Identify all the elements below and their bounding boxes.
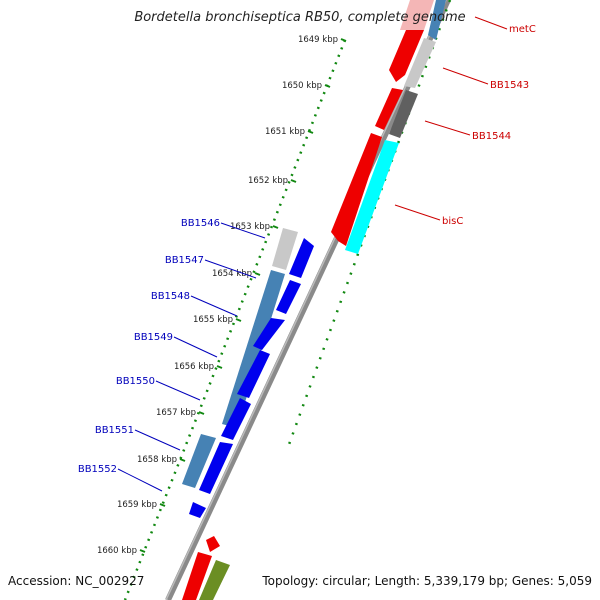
gene-forward-4[interactable] [182, 552, 212, 600]
map-title: Bordetella bronchiseptica RB50, complete… [134, 10, 466, 25]
gene-bisC[interactable] [345, 140, 399, 254]
scale-tick-mark [324, 84, 331, 88]
gene-label-leader [117, 468, 163, 492]
gene-BB1551[interactable] [199, 442, 233, 494]
gene-label-leader [173, 336, 218, 358]
gene-BB1543[interactable] [404, 38, 436, 88]
gene-labels-right: metC BB1543 BB1544 bisC [394, 16, 536, 227]
gene-steel-3[interactable] [182, 434, 216, 488]
genome-summary: Topology: circular; Length: 5,339,179 bp… [262, 574, 592, 588]
scale-tick-mark [272, 225, 279, 229]
gene-forward-2[interactable] [331, 133, 382, 246]
scale-tick-mark [254, 272, 261, 276]
gene-BB1546[interactable] [289, 238, 314, 278]
gene-BB1549[interactable] [237, 350, 270, 398]
gene-BB1550[interactable] [221, 398, 251, 440]
gene-label-BB1549[interactable]: BB1549 [134, 332, 173, 343]
scale-tick-mark [216, 365, 223, 369]
gene-forward-3[interactable] [206, 536, 220, 552]
accession-label: Accession: NC_002927 [8, 574, 145, 588]
scale-tick-mark [307, 130, 314, 134]
gene-label-leader [474, 16, 508, 30]
scale-tick-label: 1651 kbp [265, 127, 305, 137]
scale-tick-mark [290, 179, 297, 183]
scale-tick-label: 1652 kbp [248, 176, 288, 186]
gene-forward-1[interactable] [375, 88, 403, 130]
gene-label-leader [220, 222, 266, 239]
gene-label-BB1547[interactable]: BB1547 [165, 255, 204, 266]
scale-tick-label: 1660 kbp [97, 546, 137, 556]
gene-label-leader [155, 380, 201, 401]
gene-label-leader [134, 429, 181, 451]
gene-BB1547[interactable] [276, 280, 301, 314]
gene-BB1544[interactable] [389, 90, 418, 138]
gene-label-leader [442, 67, 489, 85]
gene-steel-2[interactable] [222, 270, 285, 428]
gene-label-BB1544[interactable]: BB1544 [472, 131, 511, 142]
scale-tick-label: 1650 kbp [282, 81, 322, 91]
tick-guide-left [123, 39, 347, 600]
scale-tick-label: 1653 kbp [230, 222, 270, 232]
scale-tick-mark [159, 503, 166, 507]
scale-tick-mark [139, 549, 146, 553]
genome-backbone [165, 0, 451, 600]
gene-olive[interactable] [199, 560, 230, 600]
scale-tick-label: 1657 kbp [156, 408, 196, 418]
scale-tick-label: 1655 kbp [193, 315, 233, 325]
scale-tick-label: 1658 kbp [137, 455, 177, 465]
scale-ticks: 1649 kbp 1650 kbp 1651 kbp 1652 kbp 1653 kbp… [97, 35, 347, 556]
gene-label-leader [190, 295, 238, 317]
gene-label-BB1543[interactable]: BB1543 [490, 80, 529, 91]
scale-tick-label: 1656 kbp [174, 362, 214, 372]
gene-label-BB1551[interactable]: BB1551 [95, 425, 134, 436]
gene-label-leader [394, 204, 441, 221]
genome-backbone-highlight [165, 0, 447, 600]
gene-BB1552[interactable] [189, 502, 206, 518]
gene-label-metC[interactable]: metC [509, 24, 536, 35]
scale-tick-label: 1659 kbp [117, 500, 157, 510]
gene-metC[interactable] [389, 30, 424, 82]
gene-label-BB1548[interactable]: BB1548 [151, 291, 190, 302]
scale-tick-label: 1654 kbp [212, 269, 252, 279]
scale-tick-label: 1649 kbp [298, 35, 338, 45]
scale-tick-mark [340, 38, 347, 42]
scale-tick-mark [235, 318, 242, 322]
gene-label-BB1552[interactable]: BB1552 [78, 464, 117, 475]
gene-label-BB1546[interactable]: BB1546 [181, 218, 220, 229]
scale-tick-mark [179, 458, 186, 462]
gene-label-bisC[interactable]: bisC [442, 216, 463, 227]
gene-label-leader [424, 120, 471, 136]
gene-metC-blue-edge[interactable] [428, 0, 446, 40]
gene-BB1548[interactable] [253, 318, 285, 350]
scale-tick-mark [198, 411, 205, 415]
gene-label-BB1550[interactable]: BB1550 [116, 376, 155, 387]
gene-labels-left: BB1546 BB1547 BB1548 BB1549 BB1550 BB1551 BB15… [78, 218, 266, 492]
gene-metC-faded[interactable] [400, 0, 434, 30]
gene-steel-1[interactable] [272, 228, 298, 270]
gene-label-leader [204, 259, 257, 279]
